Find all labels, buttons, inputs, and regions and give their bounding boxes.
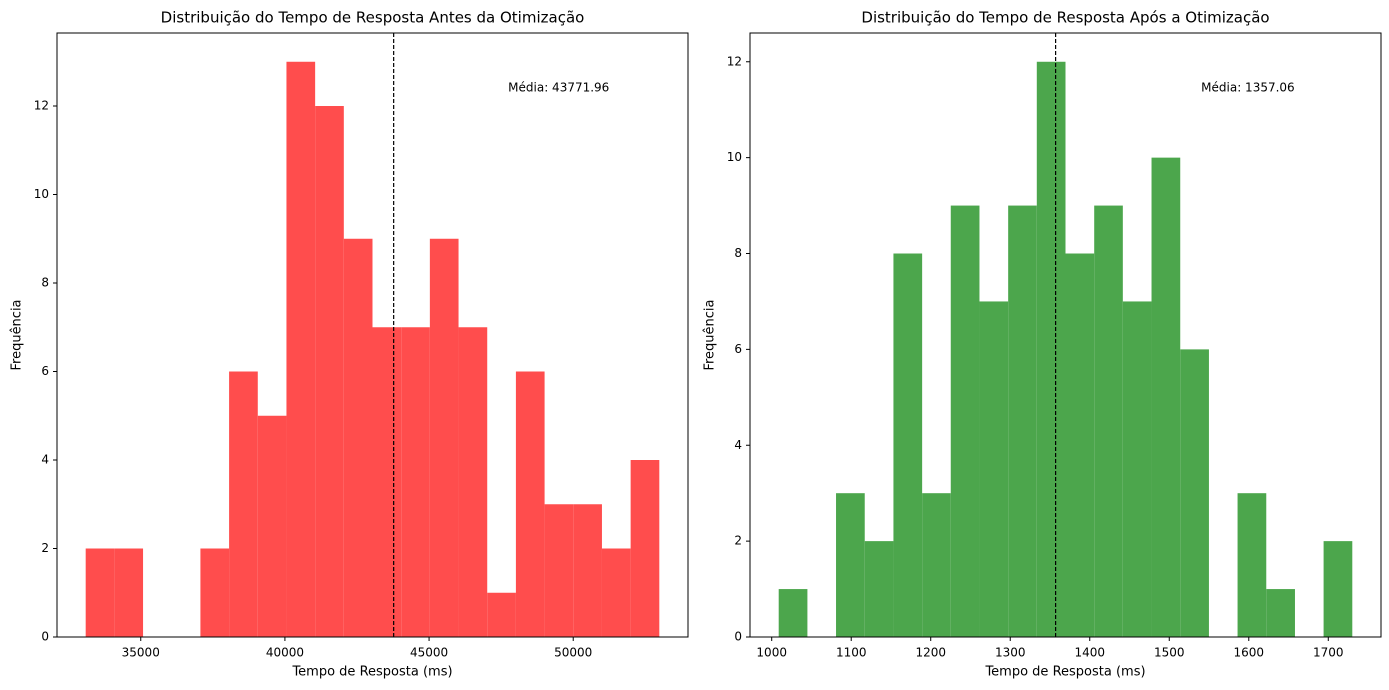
x-tick-label: 1300 [995, 646, 1026, 660]
bar [950, 205, 980, 638]
x-tick-label: 50000 [554, 646, 592, 660]
bar [229, 371, 258, 637]
y-tick-label: 6 [41, 364, 49, 378]
bar [1237, 493, 1267, 637]
x-tick-label: 1600 [1233, 646, 1264, 660]
y-tick-label: 0 [734, 630, 742, 644]
y-tick-label: 2 [734, 534, 742, 548]
bar [458, 327, 488, 637]
y-tick-label: 10 [727, 150, 742, 164]
y-axis-label: Frequência [10, 299, 25, 370]
chart-title: Distribuição do Tempo de Resposta Antes … [161, 9, 585, 27]
bar [429, 238, 459, 637]
x-tick-label: 1700 [1313, 646, 1344, 660]
bar [544, 504, 574, 637]
bar [573, 504, 602, 637]
x-tick-label: 40000 [266, 646, 304, 660]
bar [1122, 301, 1152, 637]
bar [343, 238, 373, 637]
x-axis-label: Tempo de Resposta (ms) [291, 665, 452, 680]
y-tick-label: 4 [734, 438, 742, 452]
x-axis-label: Tempo de Resposta (ms) [984, 665, 1145, 680]
bar [1094, 205, 1123, 638]
x-tick-label: 35000 [122, 646, 160, 660]
y-tick-label: 6 [734, 342, 742, 356]
bar [1266, 589, 1295, 637]
y-tick-label: 12 [727, 54, 742, 68]
y-axis-label: Frequência [703, 299, 718, 370]
bar [601, 548, 631, 637]
bar [315, 106, 344, 637]
bar [401, 327, 430, 637]
y-tick-label: 0 [41, 630, 49, 644]
y-tick-label: 10 [34, 187, 49, 201]
bar [1036, 61, 1066, 638]
bar [257, 415, 287, 637]
y-tick-label: 8 [734, 246, 742, 260]
y-tick-label: 4 [41, 453, 49, 467]
y-tick-label: 12 [34, 99, 49, 113]
bar [630, 460, 660, 637]
bar [778, 589, 808, 637]
y-tick-label: 2 [41, 541, 49, 555]
annotation: Média: 43771.96 [508, 81, 609, 95]
bar [372, 327, 402, 637]
bar [1151, 157, 1181, 637]
bar [114, 548, 144, 637]
plot-frame [749, 32, 1382, 638]
bar [864, 541, 894, 637]
x-tick-label: 1400 [1074, 646, 1105, 660]
x-tick-label: 1100 [836, 646, 867, 660]
bar [1065, 253, 1095, 637]
bar [1008, 205, 1037, 638]
bar [1323, 541, 1353, 637]
x-tick-label: 1200 [915, 646, 946, 660]
chart-title: Distribuição do Tempo de Resposta Após a… [861, 9, 1269, 27]
bar [893, 253, 923, 637]
bar [85, 548, 115, 637]
annotation: Média: 1357.06 [1201, 81, 1295, 95]
bar [979, 301, 1009, 637]
bar [1180, 349, 1209, 637]
bar [836, 493, 865, 637]
y-tick-label: 8 [41, 276, 49, 290]
x-tick-label: 1000 [756, 646, 787, 660]
bar [286, 61, 316, 638]
plot-frame [56, 32, 689, 638]
bar [515, 371, 545, 637]
bar [200, 548, 230, 637]
bar [922, 493, 951, 637]
bar [487, 592, 516, 637]
x-tick-label: 45000 [410, 646, 448, 660]
x-tick-label: 1500 [1154, 646, 1185, 660]
